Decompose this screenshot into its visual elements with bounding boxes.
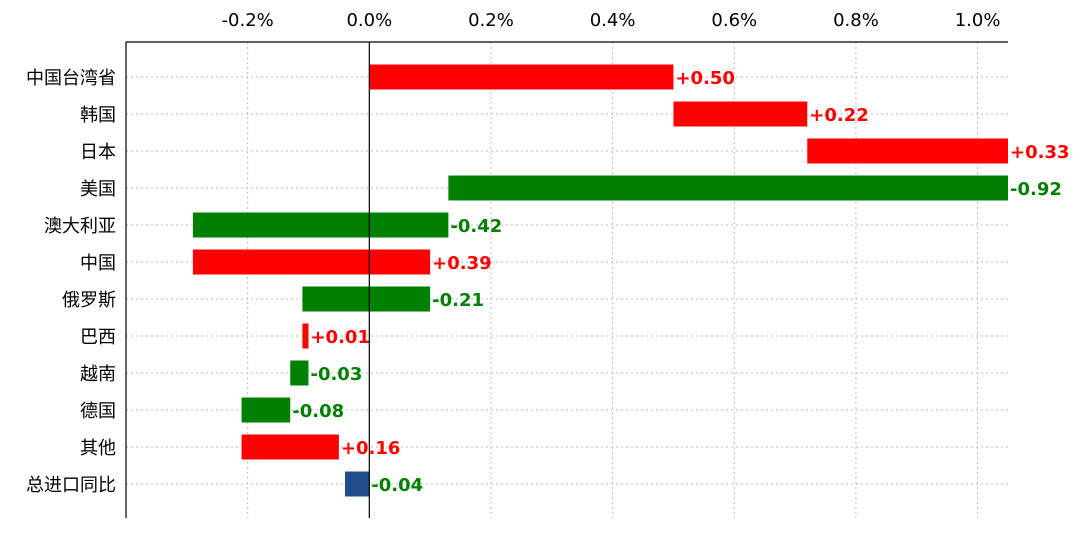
category-label-10: 其他 — [80, 438, 116, 459]
bar-11 — [344, 471, 370, 497]
category-label-6: 俄罗斯 — [62, 290, 116, 311]
bar-7 — [302, 323, 309, 349]
data-label-6: -0.21 — [432, 290, 484, 311]
x-tick-label-3: 0.4% — [590, 10, 636, 31]
data-label-4: -0.42 — [450, 216, 502, 237]
bar-1 — [673, 101, 808, 127]
bar-5 — [192, 249, 431, 275]
category-label-4: 澳大利亚 — [44, 216, 116, 237]
x-tick-label-5: 0.8% — [833, 10, 879, 31]
data-label-0: +0.50 — [675, 68, 735, 89]
x-tick-label-4: 0.6% — [711, 10, 757, 31]
bar-6 — [302, 286, 431, 312]
x-tick-label-1: 0.0% — [346, 10, 392, 31]
data-label-10: +0.16 — [341, 438, 401, 459]
category-label-7: 巴西 — [80, 327, 116, 348]
bar-4 — [192, 212, 449, 238]
data-label-3: -0.92 — [1010, 179, 1062, 200]
category-label-1: 韩国 — [80, 105, 116, 126]
category-label-2: 日本 — [80, 142, 116, 163]
bar-3 — [448, 175, 1008, 201]
x-tick-label-6: 1.0% — [955, 10, 1001, 31]
category-label-3: 美国 — [80, 179, 116, 200]
bar-2 — [807, 138, 1008, 164]
data-label-7: +0.01 — [310, 327, 370, 348]
data-label-2: +0.33 — [1010, 142, 1070, 163]
category-label-11: 总进口同比 — [26, 475, 116, 496]
bar-10 — [241, 434, 339, 460]
category-label-8: 越南 — [80, 364, 116, 385]
bar-0 — [369, 64, 674, 90]
bar-9 — [241, 397, 291, 423]
data-label-5: +0.39 — [432, 253, 492, 274]
data-label-8: -0.03 — [310, 364, 362, 385]
data-label-11: -0.04 — [371, 475, 423, 496]
category-label-0: 中国台湾省 — [26, 68, 116, 89]
data-label-9: -0.08 — [292, 401, 344, 422]
data-label-1: +0.22 — [809, 105, 869, 126]
bar-8 — [290, 360, 309, 386]
category-label-9: 德国 — [80, 401, 116, 422]
category-label-5: 中国 — [80, 253, 116, 274]
x-tick-label-2: 0.2% — [468, 10, 514, 31]
x-tick-label-0: -0.2% — [222, 10, 274, 31]
